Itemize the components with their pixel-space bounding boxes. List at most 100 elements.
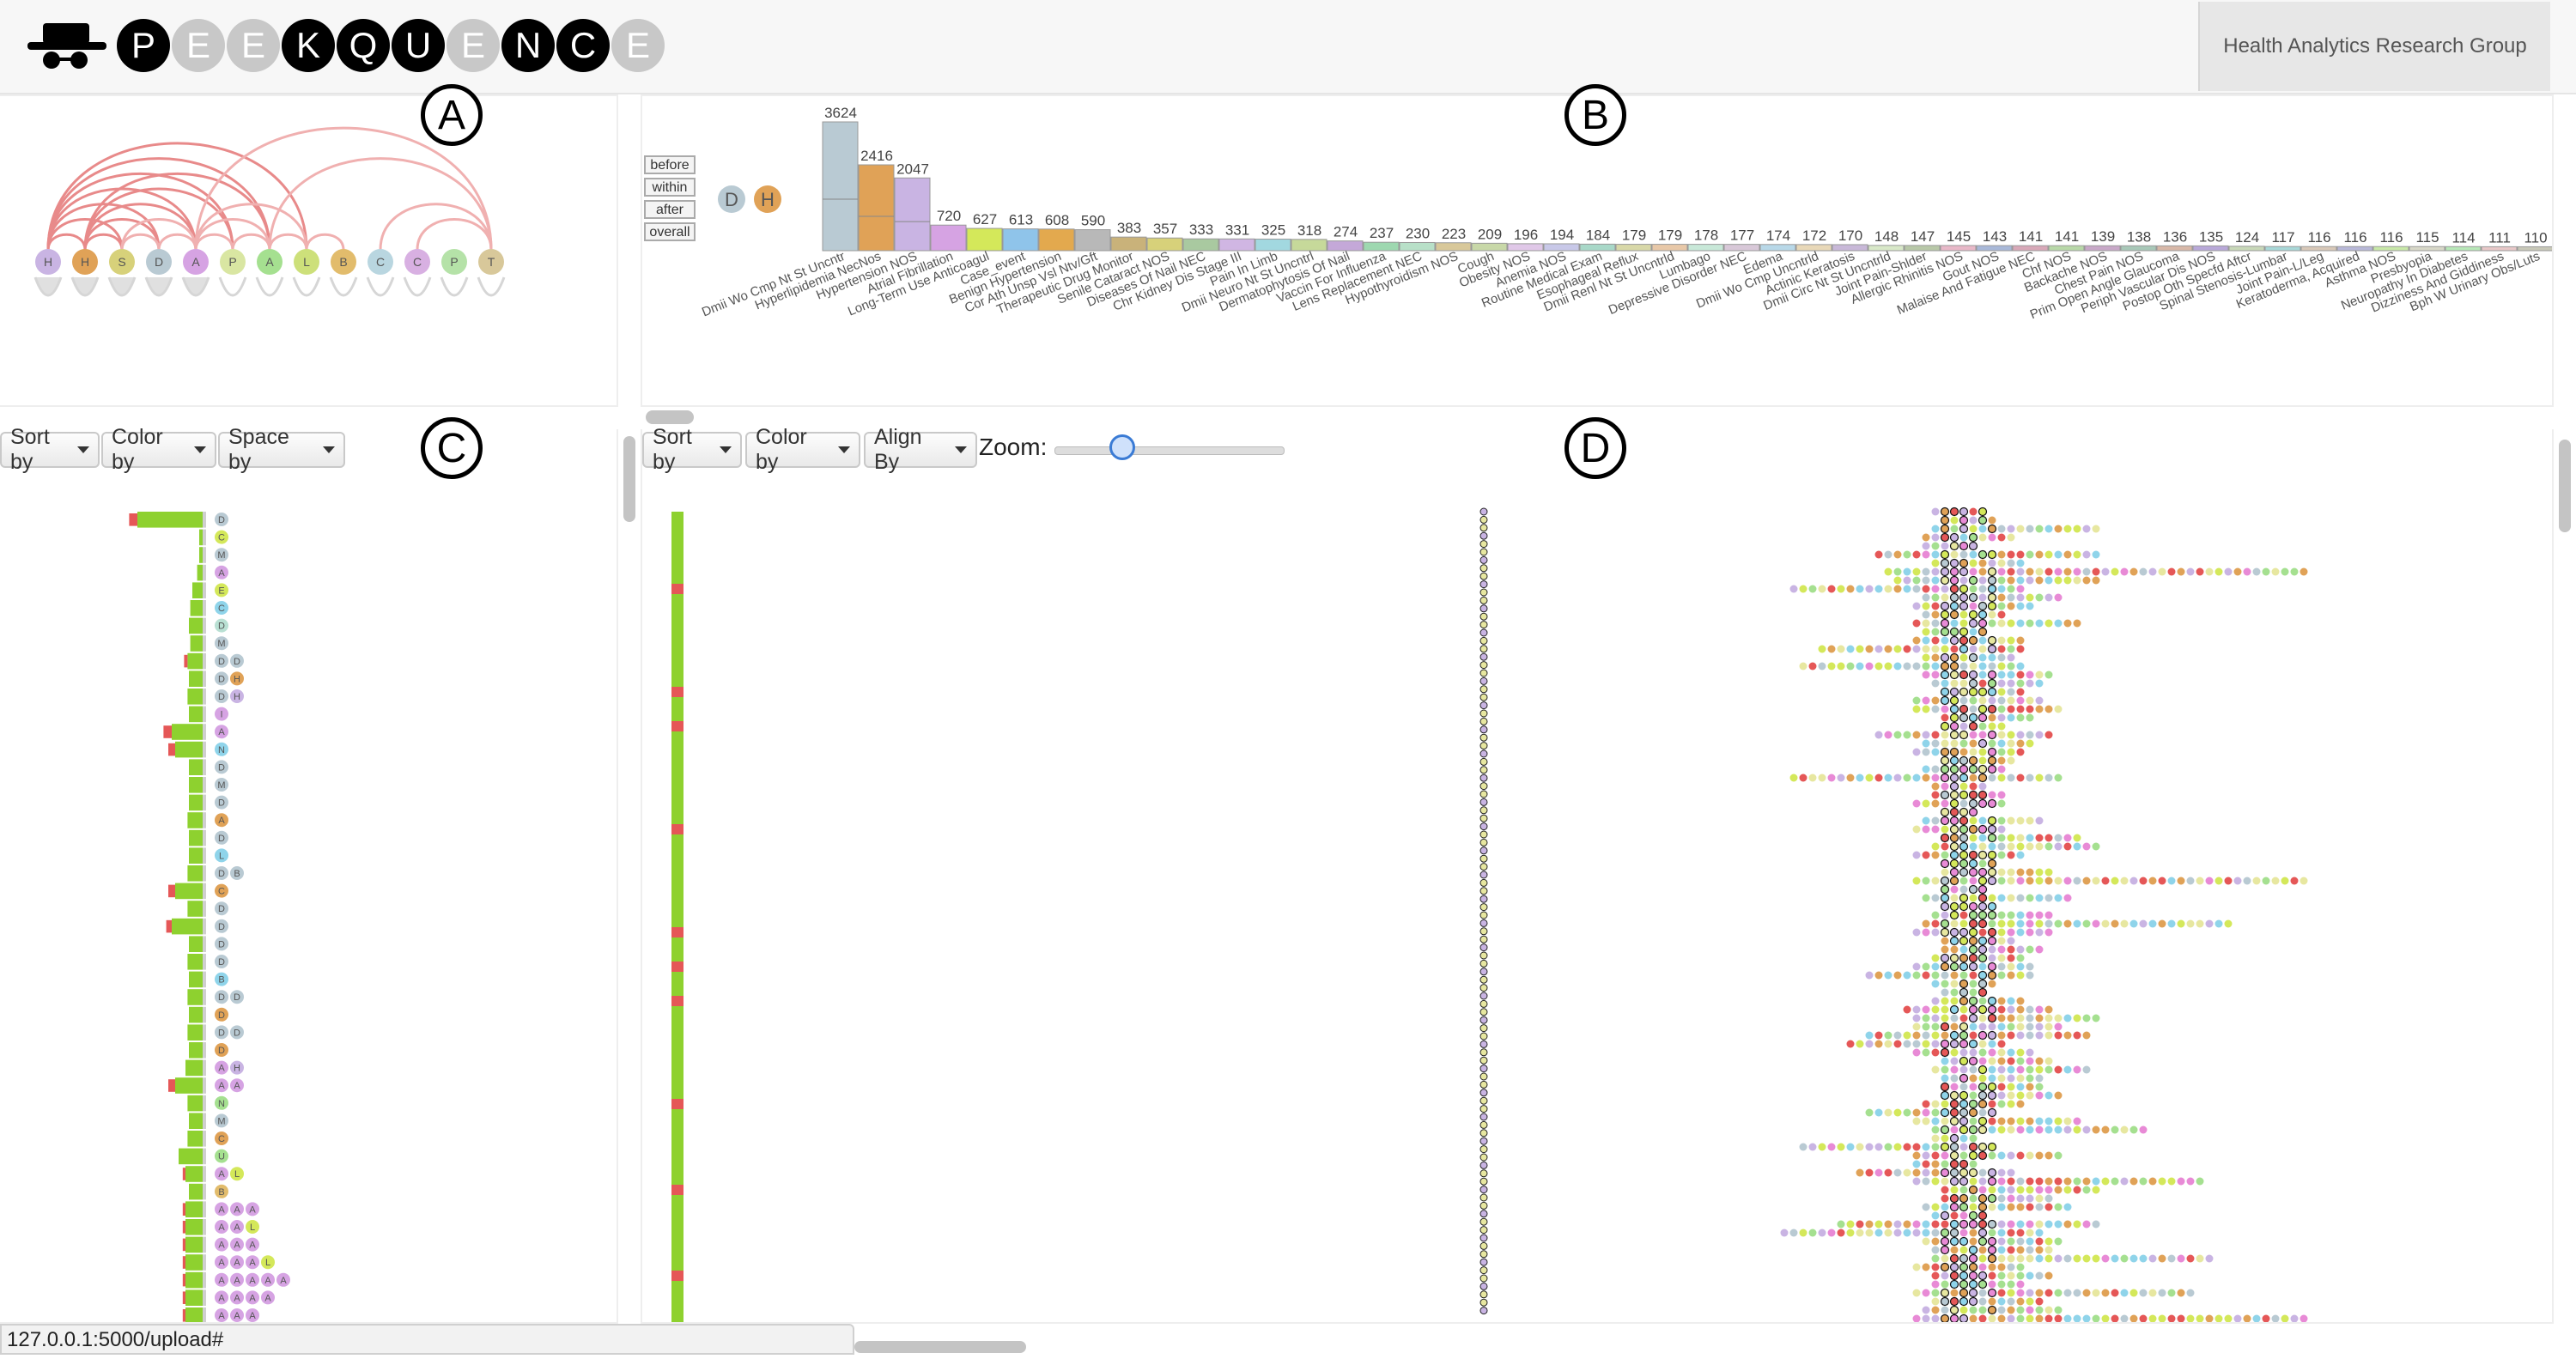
sequence-event-dot[interactable] xyxy=(215,1290,228,1305)
sequence-event-dot[interactable] xyxy=(215,671,228,686)
event-node[interactable] xyxy=(72,249,98,275)
event-node[interactable] xyxy=(404,249,430,275)
sequence-count-bar[interactable] xyxy=(189,829,203,846)
event-node[interactable] xyxy=(183,249,209,275)
sequence-count-bar[interactable] xyxy=(190,600,203,616)
d-color-by-button[interactable]: Color by xyxy=(745,425,860,474)
histogram-bar[interactable] xyxy=(1255,239,1291,252)
histogram-bar[interactable] xyxy=(2156,245,2193,252)
sequence-count-bar[interactable] xyxy=(185,1201,203,1217)
sequence-event-dot[interactable] xyxy=(261,1255,275,1270)
sequence-event-dot[interactable] xyxy=(230,1078,244,1093)
sequence-count-bar[interactable] xyxy=(185,1219,203,1235)
sequence-event-dot[interactable] xyxy=(215,1272,228,1287)
sequence-count-bar[interactable] xyxy=(189,1042,203,1059)
sequence-count-bar[interactable] xyxy=(187,1024,203,1040)
sequence-event-dot[interactable] xyxy=(230,1255,244,1270)
sequence-event-dot[interactable] xyxy=(230,1060,244,1075)
sequence-event-dot[interactable] xyxy=(215,1184,228,1198)
histogram-bar[interactable] xyxy=(1832,244,1868,252)
sequence-event-dot[interactable] xyxy=(215,1202,228,1216)
sequence-event-dot[interactable] xyxy=(246,1308,259,1322)
histogram-bar[interactable] xyxy=(1615,244,1652,252)
histogram-bar[interactable] xyxy=(1399,241,1436,252)
histogram-bar[interactable] xyxy=(1038,228,1075,252)
sequence-event-dot[interactable] xyxy=(215,601,228,615)
sequence-event-dot[interactable] xyxy=(215,901,228,916)
histogram-bar[interactable] xyxy=(930,224,967,252)
sequence-event-dot[interactable] xyxy=(215,707,228,721)
histogram-bar[interactable] xyxy=(1002,228,1039,252)
sequence-count-bar[interactable] xyxy=(187,865,203,882)
histogram-bar[interactable] xyxy=(1543,243,1580,252)
sequence-event-dot[interactable] xyxy=(246,1290,259,1305)
histogram-bar[interactable] xyxy=(1182,238,1219,252)
sequence-count-bar[interactable] xyxy=(185,1271,203,1289)
sequence-event-dot[interactable] xyxy=(215,990,228,1004)
sequence-event-dot[interactable] xyxy=(261,1272,275,1287)
panel-b-horizontal-scrollbar[interactable] xyxy=(646,410,694,424)
histogram-bar[interactable] xyxy=(894,177,931,252)
histogram-bar[interactable] xyxy=(822,121,859,252)
event-node[interactable] xyxy=(146,249,172,275)
sequence-event-dot[interactable] xyxy=(215,1131,228,1145)
sequence-event-dot[interactable] xyxy=(215,1255,228,1270)
event-node[interactable] xyxy=(478,249,504,275)
histogram-bar[interactable] xyxy=(1146,237,1183,252)
sequence-event-dot[interactable] xyxy=(230,1237,244,1252)
sequence-event-dot[interactable] xyxy=(215,937,228,951)
sequence-event-dot[interactable] xyxy=(230,1167,244,1181)
histogram-bar[interactable] xyxy=(1435,242,1472,252)
sequence-event-dot[interactable] xyxy=(230,1308,244,1322)
filter-within-button[interactable]: within xyxy=(644,178,696,197)
sequence-event-dot[interactable] xyxy=(215,742,228,756)
sequence-count-bar[interactable] xyxy=(172,724,203,740)
sequence-event-dot[interactable] xyxy=(215,689,228,703)
histogram-bar[interactable] xyxy=(1218,238,1255,252)
sequence-event-dot[interactable] xyxy=(215,725,228,739)
timeline-cohort-bar[interactable] xyxy=(671,512,683,1322)
research-group-button[interactable]: Health Analytics Research Group xyxy=(2198,2,2550,91)
sequence-count-bar[interactable] xyxy=(189,971,203,988)
sequence-event-dot[interactable] xyxy=(230,1202,244,1216)
histogram-bar[interactable] xyxy=(858,164,895,252)
sequence-count-bar[interactable] xyxy=(187,1095,203,1112)
histogram-bar[interactable] xyxy=(2300,246,2337,252)
sequence-event-dot[interactable] xyxy=(215,830,228,845)
histogram-bar[interactable] xyxy=(2481,246,2518,252)
histogram-bar[interactable] xyxy=(2336,246,2373,252)
sequence-count-bar[interactable] xyxy=(199,529,203,546)
sequence-event-dot[interactable] xyxy=(230,689,244,703)
sequence-count-bar[interactable] xyxy=(192,582,203,598)
histogram-bar[interactable] xyxy=(2120,245,2157,252)
sequence-event-dot[interactable] xyxy=(215,1025,228,1040)
event-node[interactable] xyxy=(220,249,246,275)
sequence-count-bar[interactable] xyxy=(199,547,203,563)
sequence-event-dot[interactable] xyxy=(230,1272,244,1287)
sequence-event-dot[interactable] xyxy=(215,530,228,544)
sequence-event-dot[interactable] xyxy=(215,848,228,863)
histogram-bar[interactable] xyxy=(1976,245,2013,252)
sequence-event-dot[interactable] xyxy=(230,990,244,1004)
sequence-event-dot[interactable] xyxy=(215,583,228,598)
sequence-count-bar[interactable] xyxy=(189,706,203,723)
sequence-count-bar[interactable] xyxy=(189,1113,203,1129)
sequence-count-bar[interactable] xyxy=(189,794,203,811)
sequence-count-bar[interactable] xyxy=(189,847,203,864)
sequence-count-bar[interactable] xyxy=(137,512,203,528)
sequence-count-bar[interactable] xyxy=(187,812,203,828)
histogram-bar[interactable] xyxy=(1507,243,1544,252)
event-node[interactable] xyxy=(257,249,283,275)
histogram-bar[interactable] xyxy=(1651,244,1688,252)
sequence-event-dot[interactable] xyxy=(215,618,228,633)
histogram-bar[interactable] xyxy=(1579,243,1616,252)
sequence-count-bar[interactable] xyxy=(175,741,203,758)
sequence-event-dot[interactable] xyxy=(215,1237,228,1252)
sequence-event-dot[interactable] xyxy=(215,1220,228,1234)
d-sort-by-button[interactable]: Sort by xyxy=(642,425,742,474)
sequence-event-dot[interactable] xyxy=(215,760,228,774)
zoom-slider-track[interactable] xyxy=(1054,446,1285,455)
sequence-count-bar[interactable] xyxy=(189,670,203,687)
